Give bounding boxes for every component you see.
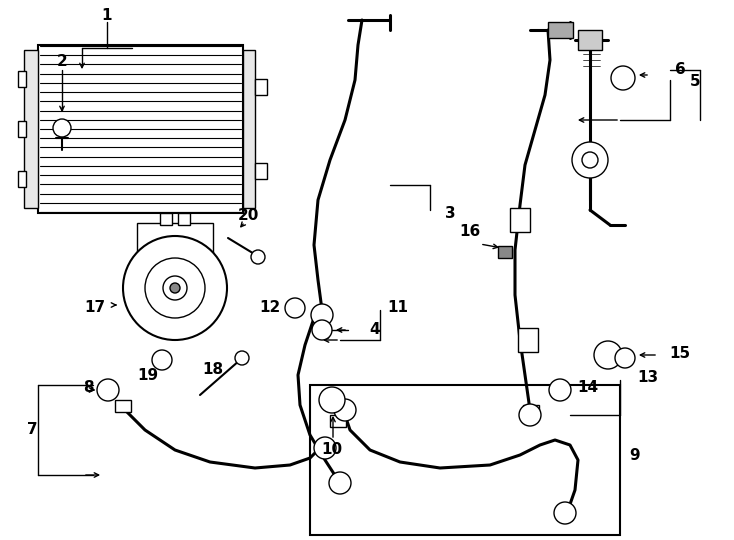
Text: 12: 12 [259, 300, 280, 315]
Bar [18, 71, 26, 86]
Text: 8: 8 [83, 381, 93, 395]
Circle shape [251, 250, 265, 264]
Text: 19: 19 [137, 368, 159, 382]
Circle shape [549, 379, 571, 401]
Text: 20: 20 [237, 207, 258, 222]
Circle shape [554, 502, 576, 524]
Text: 14: 14 [578, 381, 598, 395]
Bar [137, 223, 213, 268]
Text: 5: 5 [690, 75, 700, 90]
Circle shape [594, 341, 622, 369]
Bar [38, 45, 243, 213]
Text: 11: 11 [388, 300, 409, 314]
Bar [255, 163, 267, 179]
Bar [548, 22, 573, 38]
Text: 9: 9 [630, 448, 640, 462]
Circle shape [123, 236, 227, 340]
Circle shape [314, 437, 336, 459]
Circle shape [163, 276, 187, 300]
Circle shape [334, 399, 356, 421]
Bar [510, 208, 530, 232]
Circle shape [285, 298, 305, 318]
Circle shape [170, 283, 180, 293]
Text: 7: 7 [26, 422, 37, 437]
Text: 15: 15 [669, 346, 691, 361]
Text: 16: 16 [459, 225, 481, 240]
Circle shape [319, 387, 345, 413]
Circle shape [615, 348, 635, 368]
Bar [523, 405, 539, 417]
Circle shape [53, 119, 71, 137]
Bar [160, 213, 172, 225]
Text: 6: 6 [675, 63, 686, 78]
Bar [18, 171, 26, 187]
Circle shape [582, 152, 598, 168]
Circle shape [572, 142, 608, 178]
Text: 18: 18 [203, 362, 224, 377]
Text: 13: 13 [637, 370, 658, 386]
Text: 1: 1 [102, 8, 112, 23]
Bar [578, 30, 602, 50]
Circle shape [312, 320, 332, 340]
Circle shape [97, 379, 119, 401]
Bar [115, 400, 131, 412]
Bar [24, 50, 38, 208]
Circle shape [235, 351, 249, 365]
Circle shape [145, 258, 205, 318]
Bar [330, 415, 346, 427]
Bar [18, 121, 26, 137]
Text: 3: 3 [445, 206, 455, 220]
Text: 2: 2 [57, 55, 68, 70]
Text: 4: 4 [370, 322, 380, 338]
Circle shape [152, 350, 172, 370]
Bar [518, 328, 538, 352]
Text: 10: 10 [321, 442, 343, 457]
Text: 17: 17 [84, 300, 106, 315]
Bar [243, 50, 255, 208]
Bar [310, 385, 620, 535]
Bar [255, 79, 267, 95]
Circle shape [329, 472, 351, 494]
Circle shape [611, 66, 635, 90]
Bar [498, 246, 512, 258]
Circle shape [311, 304, 333, 326]
Bar [178, 213, 190, 225]
Circle shape [519, 404, 541, 426]
